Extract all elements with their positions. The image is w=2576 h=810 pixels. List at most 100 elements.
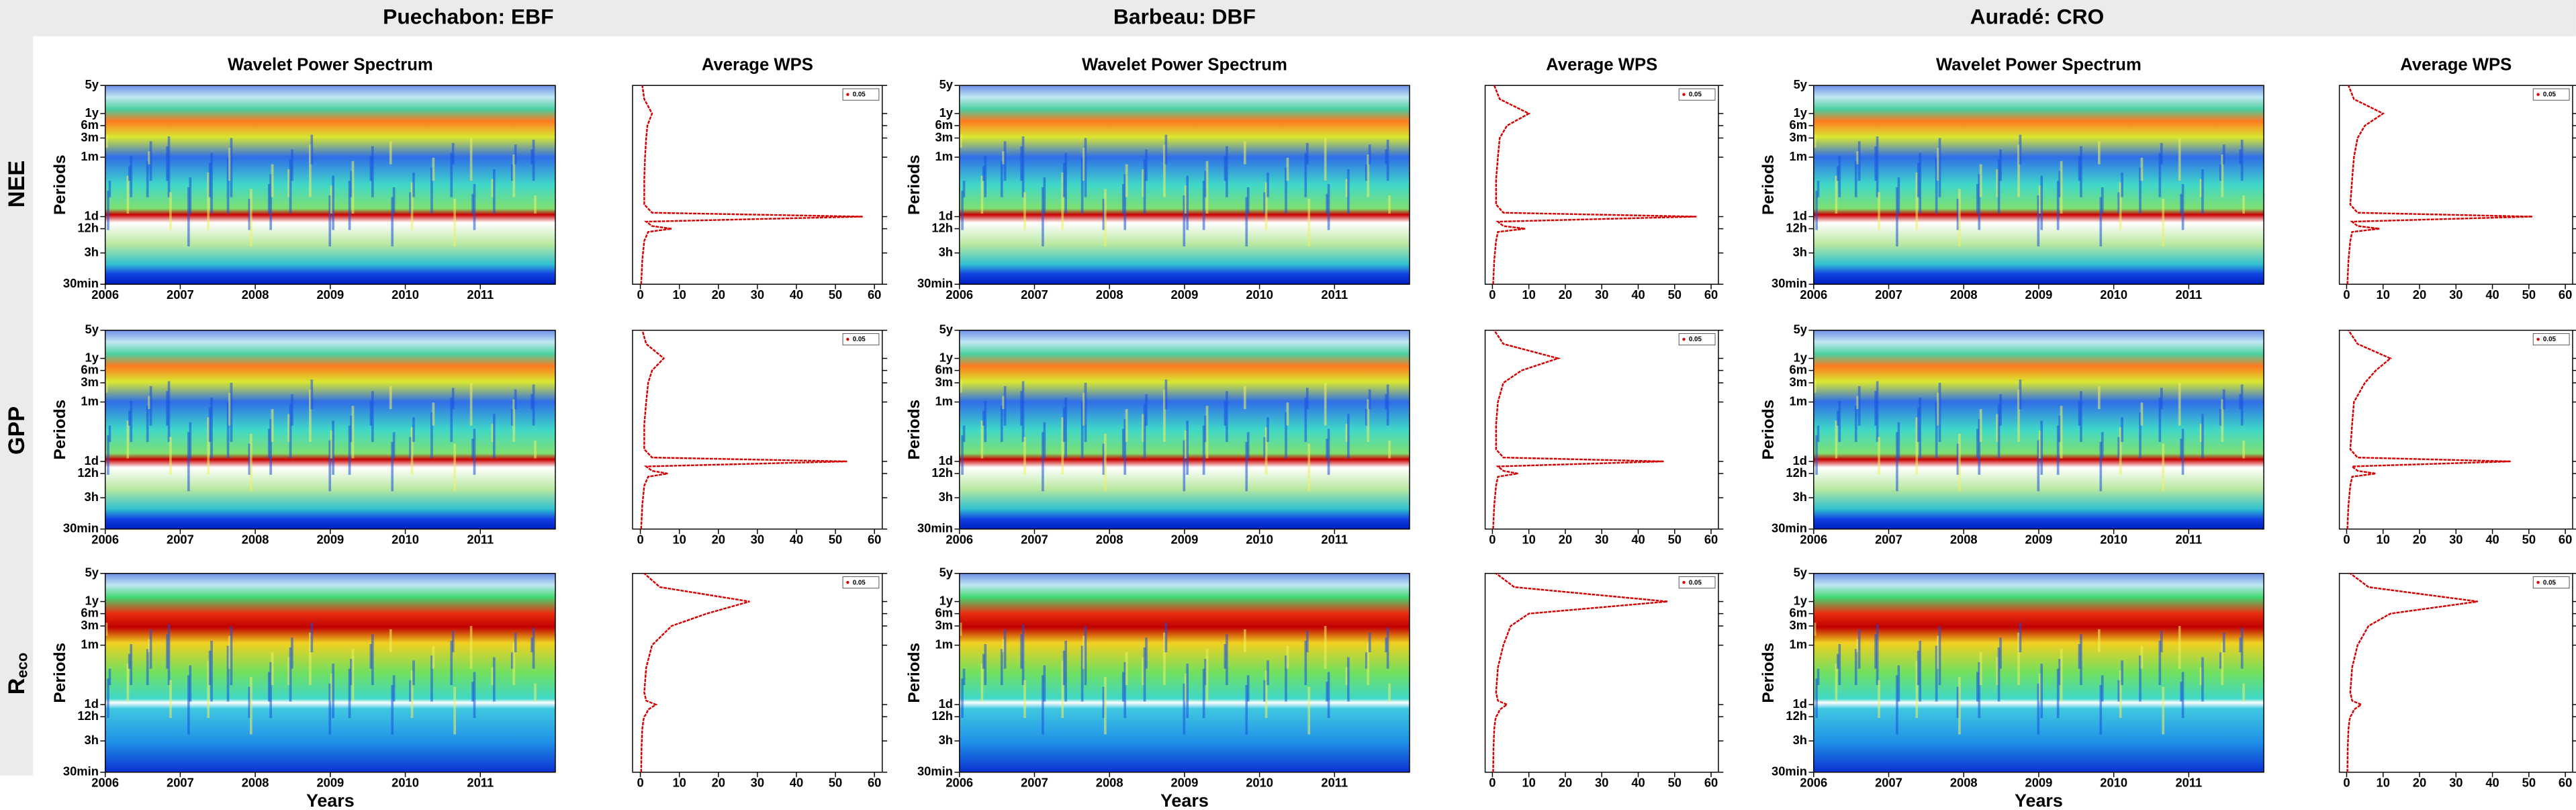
wavelet-streak bbox=[350, 415, 353, 443]
y-tick-label: 1d bbox=[85, 208, 99, 222]
wavelet-streak bbox=[1204, 171, 1207, 197]
wavelet-streak bbox=[289, 159, 292, 214]
wavelet-streak bbox=[1267, 660, 1269, 686]
x-tick-label: 2006 bbox=[946, 287, 973, 302]
wavelet-streak bbox=[469, 626, 473, 669]
wavelet-streak bbox=[473, 183, 476, 230]
wavelet-streak bbox=[450, 397, 453, 443]
wavelet-streak bbox=[2178, 382, 2181, 426]
wavelet-streak bbox=[1061, 660, 1064, 719]
y-tick-label: 5y bbox=[1794, 322, 1808, 336]
wavelet-streak bbox=[371, 391, 374, 443]
wavelet-streak bbox=[1997, 159, 2000, 214]
wavelet-streak bbox=[1061, 172, 1064, 230]
wavelet-streak bbox=[1186, 664, 1189, 719]
wavelet-streak bbox=[167, 381, 171, 443]
x-tick-label: 0 bbox=[2343, 287, 2350, 302]
y-tick-label: 1y bbox=[939, 105, 954, 120]
y-tick-label: 3m bbox=[1790, 130, 1808, 144]
y-tick-label: 1d bbox=[1793, 208, 1807, 222]
x-tick-label: 2010 bbox=[2100, 533, 2127, 547]
wavelet-streak bbox=[2019, 623, 2022, 653]
wavelet-streak bbox=[208, 650, 212, 686]
wavelet-streak bbox=[1245, 442, 1248, 492]
wavelet-streak bbox=[451, 388, 455, 410]
wavelet-streak bbox=[1224, 156, 1227, 181]
wavelet-streak bbox=[1205, 406, 1209, 459]
wavelet-streak bbox=[471, 682, 474, 702]
wavelet-streak bbox=[1183, 683, 1186, 735]
wavelet-streak bbox=[1003, 629, 1007, 669]
wavelet-streak bbox=[271, 164, 274, 197]
wavelet-streak bbox=[1104, 189, 1107, 246]
wavelet-streak bbox=[2239, 149, 2242, 165]
wavelet-streak bbox=[310, 623, 314, 653]
row-label-main: R bbox=[4, 678, 30, 694]
wavelet-streak bbox=[1326, 439, 1328, 459]
wavelet-streak bbox=[1996, 657, 1999, 686]
y-tick-label: 30min bbox=[63, 276, 99, 290]
x-axis-label: Years bbox=[2015, 791, 2063, 810]
wavelet-streak bbox=[1935, 157, 1938, 214]
wavelet-streak bbox=[348, 181, 351, 230]
wavelet-streak bbox=[2240, 384, 2244, 426]
x-tick-label: 2006 bbox=[91, 533, 119, 547]
wavelet-streak bbox=[1164, 379, 1168, 410]
wavelet-streak bbox=[2160, 631, 2163, 653]
wavelet-streak bbox=[267, 672, 271, 702]
wavelet-streak bbox=[1020, 391, 1023, 426]
plot-frame bbox=[1813, 85, 2264, 285]
wavelet-streak bbox=[309, 389, 312, 443]
wavelet-streak bbox=[453, 198, 456, 246]
wavelet-streak bbox=[330, 673, 333, 702]
x-tick-label: 40 bbox=[1631, 533, 1645, 547]
wavelet-streak bbox=[389, 141, 392, 165]
plot-frame bbox=[632, 85, 883, 285]
wavelet-streak bbox=[287, 657, 290, 686]
y-axis-label: Periods bbox=[1759, 154, 1778, 215]
x-tick-label: 2006 bbox=[91, 776, 119, 790]
wavelet-streak bbox=[369, 400, 373, 426]
wavelet-streak bbox=[1365, 409, 1368, 426]
wavelet-streak bbox=[1062, 650, 1066, 686]
wavelet-streak bbox=[351, 649, 355, 702]
wavelet-streak bbox=[126, 420, 130, 459]
wavelet-streak bbox=[1062, 163, 1066, 197]
wavelet-streak bbox=[1816, 668, 1820, 686]
x-tick-label: 30 bbox=[1595, 533, 1608, 547]
wavelet-streak bbox=[469, 138, 473, 181]
wavelet-streak bbox=[412, 172, 415, 197]
legend-marker bbox=[846, 580, 849, 584]
wavelet-streak bbox=[1874, 634, 1877, 669]
wavelet-streak bbox=[1368, 144, 1371, 165]
wavelet-streak bbox=[984, 156, 987, 197]
wavelet-streak bbox=[371, 634, 374, 686]
x-tick-label: 2009 bbox=[2025, 776, 2053, 790]
wavelet-streak bbox=[1121, 429, 1125, 459]
wavelet-streak bbox=[1143, 404, 1146, 459]
x-tick-label: 60 bbox=[868, 533, 881, 547]
x-tick-label: 2011 bbox=[2175, 776, 2202, 790]
wavelet-streak bbox=[148, 639, 150, 653]
wavelet-streak bbox=[149, 141, 152, 181]
wavelet-streak bbox=[2242, 440, 2245, 459]
y-tick-label: 12h bbox=[77, 220, 99, 234]
wavelet-streak bbox=[1021, 381, 1025, 443]
y-axis-label: Periods bbox=[1759, 400, 1778, 460]
wavelet-streak bbox=[961, 190, 964, 230]
plot-frame bbox=[104, 85, 556, 285]
y-axis-label: Periods bbox=[51, 400, 69, 460]
x-tick-label: 2009 bbox=[1170, 287, 1198, 302]
y-tick-label: 1m bbox=[935, 149, 953, 163]
y-tick-label: 5y bbox=[939, 566, 954, 580]
wavelet-streak bbox=[166, 146, 169, 181]
wavelet-streak bbox=[430, 656, 433, 702]
wavelet-streak bbox=[1838, 156, 1841, 197]
legend-box bbox=[2532, 333, 2570, 346]
wavelet-streak bbox=[1202, 181, 1205, 230]
y-tick-label: 1y bbox=[85, 593, 99, 607]
x-tick-label: 50 bbox=[2522, 533, 2536, 547]
x-tick-label: 2010 bbox=[392, 287, 419, 302]
wavelet-streak bbox=[1000, 649, 1003, 686]
wavelet-streak bbox=[2221, 642, 2224, 686]
